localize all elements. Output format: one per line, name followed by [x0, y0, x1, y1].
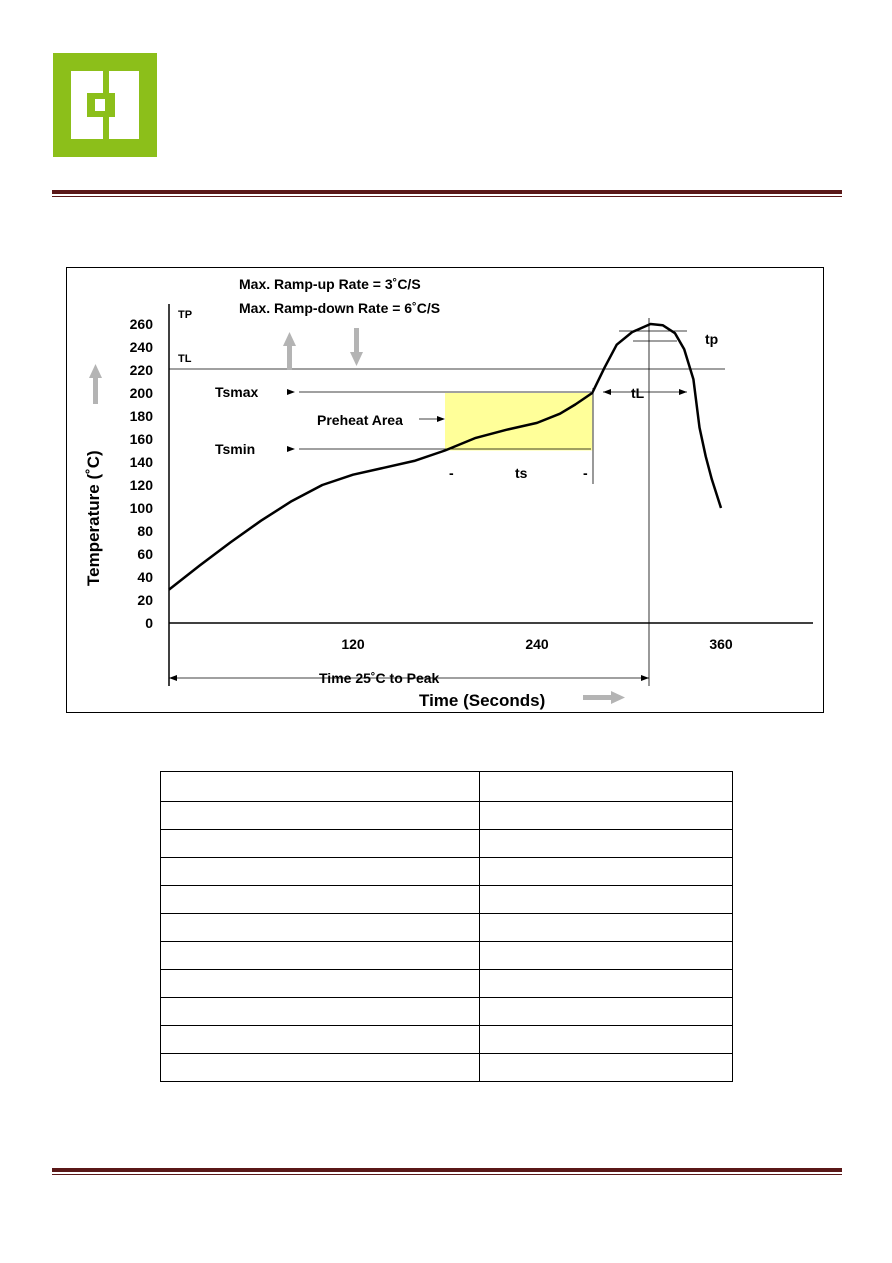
- y-tick-label: 180: [130, 408, 154, 424]
- table-cell-value: [479, 913, 733, 942]
- time-to-peak-label: Time 25˚C to Peak: [319, 670, 440, 686]
- tsmax-label: Tsmax: [215, 384, 259, 400]
- tl-right-arrowhead: [679, 389, 687, 395]
- table-row: [160, 771, 733, 802]
- x-tick-label: 240: [525, 636, 549, 652]
- table-cell-value: [479, 829, 733, 858]
- reflow-profile-chart: 0 20 40 60 80 100 120 140 160 180 200 220 240 260 120…: [66, 267, 824, 713]
- y-tick-label: 200: [130, 385, 154, 401]
- tsmax-pointer: [287, 389, 295, 395]
- footer-rule: [52, 1168, 842, 1175]
- x-tick-label: 120: [341, 636, 365, 652]
- table-cell-parameter: [160, 829, 480, 858]
- table-row: [160, 829, 733, 858]
- x-tick-labels: 120 240 360: [341, 636, 733, 652]
- table-cell-parameter: [160, 801, 480, 830]
- y-tick-labels: 0 20 40 60 80 100 120 140 160 180 200 220 240 260: [130, 316, 154, 631]
- table-cell-parameter: [160, 857, 480, 886]
- ts-dash-left: -: [449, 465, 454, 481]
- ramp-down-arrow: [350, 328, 363, 366]
- table-cell-value: [479, 801, 733, 830]
- profile-table: [160, 771, 733, 1082]
- table-cell-value: [479, 885, 733, 914]
- time-right-arrowhead: [641, 675, 649, 681]
- ts-label: ts: [515, 465, 528, 481]
- y-tick-label: 40: [137, 569, 153, 585]
- table-row: [160, 997, 733, 1026]
- y-tick-label: 140: [130, 454, 154, 470]
- ts-dash-right: -: [583, 465, 588, 481]
- tsmin-pointer: [287, 446, 295, 452]
- table-row: [160, 969, 733, 998]
- time-left-arrowhead: [169, 675, 177, 681]
- x-axis-arrow: [583, 691, 625, 704]
- table-cell-value: [479, 997, 733, 1026]
- ramp-up-arrow: [283, 332, 296, 370]
- table-row: [160, 801, 733, 830]
- tp-label: tp: [705, 331, 718, 347]
- ramp-down-label: Max. Ramp-down Rate = 6˚C/S: [239, 300, 440, 316]
- table-cell-value: [479, 969, 733, 998]
- tl-label: tL: [631, 385, 645, 401]
- y-tick-label: 20: [137, 592, 153, 608]
- y-tick-label: 80: [137, 523, 153, 539]
- table-cell-value: [479, 1025, 733, 1054]
- y-tick-label: 160: [130, 431, 154, 447]
- y-tick-label: 120: [130, 477, 154, 493]
- y-tick-label: 60: [137, 546, 153, 562]
- y-tick-label: 0: [145, 615, 153, 631]
- chart-canvas: 0 20 40 60 80 100 120 140 160 180 200 220 240 260 120…: [84, 276, 813, 710]
- table-cell-parameter: [160, 969, 480, 998]
- table-cell-value: [479, 771, 733, 802]
- table-cell-parameter: [160, 771, 480, 802]
- table-cell-parameter: [160, 885, 480, 914]
- table-cell-value: [479, 941, 733, 970]
- table-cell-parameter: [160, 941, 480, 970]
- table-cell-value: [479, 857, 733, 886]
- company-logo: [53, 53, 157, 157]
- table-cell-parameter: [160, 1025, 480, 1054]
- y-tick-label: 260: [130, 316, 154, 332]
- x-tick-label: 360: [709, 636, 733, 652]
- y-axis-arrow: [89, 364, 102, 404]
- x-axis-title: Time (Seconds): [419, 691, 545, 710]
- table-row: [160, 885, 733, 914]
- table-cell-parameter: [160, 997, 480, 1026]
- table-row: [160, 1053, 733, 1082]
- tl-left-arrowhead: [603, 389, 611, 395]
- table-row: [160, 1025, 733, 1054]
- y-axis-title: Temperature (˚C): [84, 450, 103, 586]
- tl-marker-label: TL: [178, 353, 192, 365]
- reflow-curve: [168, 322, 723, 591]
- preheat-area-label: Preheat Area: [317, 412, 403, 428]
- preheat-pointer: [437, 416, 445, 422]
- table-cell-parameter: [160, 1053, 480, 1082]
- tp-marker-label: TP: [178, 309, 192, 321]
- table-row: [160, 913, 733, 942]
- y-tick-label: 240: [130, 339, 154, 355]
- y-tick-label: 100: [130, 500, 154, 516]
- table-cell-value: [479, 1053, 733, 1082]
- table-row: [160, 857, 733, 886]
- table-row: [160, 941, 733, 970]
- ramp-up-label: Max. Ramp-up Rate = 3˚C/S: [239, 276, 421, 292]
- tsmin-label: Tsmin: [215, 441, 255, 457]
- header-rule: [52, 190, 842, 197]
- y-tick-label: 220: [130, 362, 154, 378]
- logo-notch-inner: [95, 99, 105, 111]
- table-cell-parameter: [160, 913, 480, 942]
